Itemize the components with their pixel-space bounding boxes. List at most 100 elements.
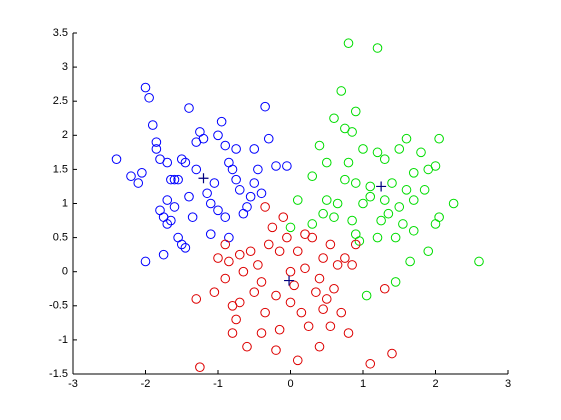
- y-tick-label: 3.5: [53, 27, 68, 39]
- point: [260, 101, 270, 112]
- point: [256, 277, 267, 287]
- point: [169, 174, 180, 185]
- y-tick-label: 3: [62, 61, 68, 73]
- point: [474, 256, 484, 267]
- point: [329, 113, 339, 124]
- point: [253, 260, 263, 270]
- point: [376, 215, 386, 226]
- point: [220, 212, 231, 222]
- point: [423, 246, 434, 257]
- point: [325, 321, 336, 332]
- point: [289, 280, 299, 291]
- point: [336, 307, 347, 318]
- y-tick-label: -1.5: [49, 368, 68, 380]
- x-tick-label: -1: [213, 378, 223, 390]
- point: [263, 133, 274, 144]
- point: [187, 212, 198, 222]
- point: [184, 191, 194, 202]
- point: [358, 144, 368, 154]
- point: [329, 212, 339, 222]
- point: [416, 147, 426, 158]
- point: [343, 328, 354, 338]
- point: [162, 219, 173, 229]
- point: [332, 260, 343, 270]
- point: [347, 127, 357, 137]
- point: [350, 239, 361, 250]
- point: [321, 195, 332, 205]
- point: [263, 239, 274, 250]
- point: [332, 198, 343, 209]
- point: [274, 324, 285, 335]
- point: [394, 144, 405, 154]
- point: [253, 164, 263, 175]
- y-tick-label: 1: [62, 197, 68, 209]
- point: [408, 225, 419, 236]
- point: [347, 215, 357, 226]
- point: [220, 239, 231, 250]
- point: [140, 82, 151, 93]
- point: [347, 260, 357, 270]
- y-tick-label: -0.5: [49, 300, 68, 312]
- point: [249, 144, 260, 154]
- x-tick-label: -3: [68, 378, 78, 390]
- point: [340, 174, 350, 185]
- point: [285, 266, 296, 277]
- point: [249, 287, 260, 297]
- point: [158, 249, 169, 260]
- point: [282, 232, 292, 243]
- point: [205, 229, 216, 239]
- point: [162, 157, 173, 168]
- point: [144, 92, 154, 103]
- point: [191, 164, 202, 175]
- point: [224, 256, 234, 267]
- x-tick-label: 2: [432, 378, 438, 390]
- point: [434, 133, 444, 144]
- point: [314, 273, 325, 284]
- point: [137, 168, 147, 178]
- point: [358, 198, 368, 209]
- point: [343, 38, 354, 49]
- point: [198, 133, 209, 144]
- point: [231, 144, 241, 154]
- point: [220, 273, 231, 284]
- point: [234, 249, 245, 260]
- point: [318, 304, 328, 315]
- point: [379, 195, 390, 205]
- y-tick-label: 0: [62, 266, 68, 278]
- point: [271, 161, 281, 171]
- point: [387, 348, 397, 359]
- y-tick-label: -1: [58, 334, 68, 346]
- point: [307, 171, 318, 182]
- point: [169, 202, 180, 212]
- point: [361, 290, 372, 301]
- point: [245, 246, 256, 257]
- x-tick-label: 3: [505, 378, 511, 390]
- point: [350, 178, 361, 188]
- point: [303, 321, 314, 332]
- point: [242, 202, 252, 212]
- point: [408, 168, 419, 178]
- point: [390, 277, 401, 287]
- point: [140, 256, 151, 267]
- point: [191, 294, 202, 304]
- point: [213, 205, 223, 216]
- point: [365, 358, 376, 369]
- point: [350, 106, 361, 117]
- point: [245, 191, 256, 202]
- point: [234, 185, 245, 195]
- point: [325, 239, 336, 250]
- point: [318, 253, 328, 263]
- point: [321, 157, 332, 168]
- point: [401, 133, 412, 144]
- point: [372, 232, 383, 243]
- point: [274, 246, 285, 257]
- point: [176, 239, 187, 250]
- point: [314, 341, 325, 352]
- point: [448, 198, 459, 209]
- point: [379, 283, 390, 294]
- point: [242, 341, 252, 352]
- point: [267, 222, 278, 233]
- point: [220, 140, 231, 151]
- point: [365, 181, 376, 192]
